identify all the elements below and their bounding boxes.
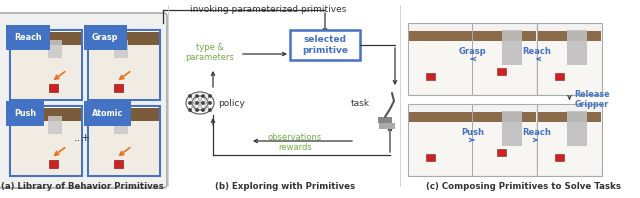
Bar [11, 120, 81, 175]
Bar [89, 32, 159, 45]
Text: Grasp: Grasp [92, 33, 118, 42]
Bar [114, 40, 128, 58]
Bar [11, 32, 81, 45]
Circle shape [202, 109, 204, 111]
Bar [48, 40, 62, 58]
Bar [88, 30, 160, 100]
Bar [426, 73, 435, 80]
Bar [409, 112, 472, 122]
Bar [538, 31, 601, 41]
Text: rewards: rewards [278, 144, 312, 152]
Text: (a) Library of Behavior Primitives: (a) Library of Behavior Primitives [1, 182, 163, 191]
Bar [555, 73, 564, 80]
Bar [426, 154, 435, 161]
Text: (c) Composing Primitives to Solve Tasks: (c) Composing Primitives to Solve Tasks [426, 182, 621, 191]
Circle shape [209, 109, 211, 111]
Circle shape [202, 102, 204, 104]
Text: Reach: Reach [14, 33, 42, 42]
Text: Grasp: Grasp [459, 47, 486, 56]
Circle shape [209, 95, 211, 97]
Bar [408, 23, 473, 95]
Bar [502, 111, 522, 146]
Bar [473, 31, 536, 41]
Bar [497, 149, 506, 156]
Text: Reach: Reach [523, 128, 552, 137]
Circle shape [196, 109, 198, 111]
Bar [409, 31, 472, 41]
FancyBboxPatch shape [0, 13, 167, 188]
Bar [114, 160, 123, 168]
Bar [89, 120, 159, 175]
Text: Release
Gripper: Release Gripper [575, 90, 610, 109]
Text: Push: Push [461, 128, 484, 137]
Bar [497, 68, 506, 75]
Bar [10, 30, 82, 100]
Bar [537, 104, 602, 176]
Circle shape [196, 102, 198, 104]
Bar [11, 44, 81, 99]
Text: Reach: Reach [523, 47, 552, 56]
Text: (b) Exploring with Primitives: (b) Exploring with Primitives [215, 182, 355, 191]
Bar [473, 121, 536, 175]
Circle shape [209, 102, 211, 104]
Bar [538, 112, 601, 122]
Circle shape [196, 95, 198, 97]
Text: policy: policy [218, 98, 245, 108]
Bar [408, 104, 473, 176]
Bar [473, 112, 536, 122]
Text: observations: observations [268, 133, 322, 143]
Bar [472, 23, 537, 95]
Bar [538, 40, 601, 94]
Bar [567, 111, 587, 146]
Bar [472, 104, 537, 176]
Bar [537, 23, 602, 95]
Bar [114, 84, 123, 92]
Bar [10, 106, 82, 176]
Bar [48, 116, 62, 134]
Bar [378, 117, 392, 123]
Text: type &
parameters: type & parameters [186, 43, 234, 62]
Text: ...: ... [74, 133, 84, 143]
Bar [89, 44, 159, 99]
Bar [89, 108, 159, 121]
Bar [88, 106, 160, 176]
Bar [49, 160, 58, 168]
Bar [555, 154, 564, 161]
Circle shape [202, 95, 204, 97]
Circle shape [189, 102, 191, 104]
Bar [473, 40, 536, 94]
Text: Push: Push [14, 109, 36, 118]
Bar [567, 30, 587, 65]
Bar [49, 84, 58, 92]
Text: invoking parameterized primitives: invoking parameterized primitives [190, 5, 346, 14]
Bar [409, 121, 472, 175]
Bar [114, 116, 128, 134]
Bar [11, 108, 81, 121]
Text: Atomic: Atomic [92, 109, 124, 118]
Bar [409, 40, 472, 94]
Bar [379, 123, 395, 129]
Bar [290, 30, 360, 60]
Text: selected
primitive: selected primitive [302, 35, 348, 55]
Bar [502, 30, 522, 65]
Circle shape [189, 95, 191, 97]
Text: +: + [80, 133, 90, 143]
Circle shape [189, 109, 191, 111]
Bar [538, 121, 601, 175]
Text: task: task [351, 98, 369, 108]
